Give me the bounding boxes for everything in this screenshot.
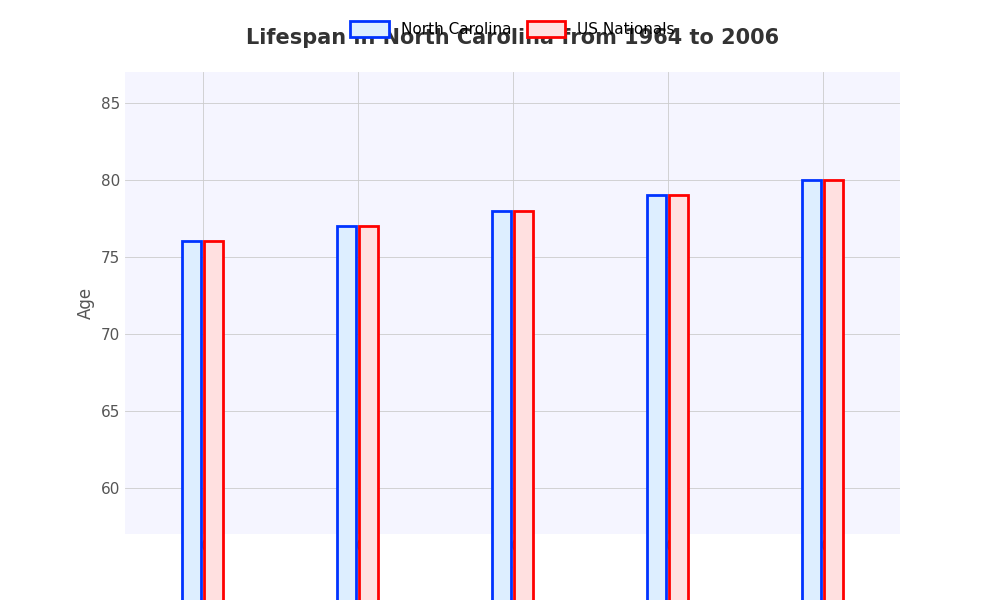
Bar (669, 195, 688, 600)
Bar (647, 195, 666, 600)
Bar (492, 211, 511, 600)
Bar (802, 180, 821, 600)
Bar (514, 211, 533, 600)
X-axis label: Year: Year (495, 559, 530, 577)
Y-axis label: Age: Age (77, 287, 95, 319)
Bar (824, 180, 843, 600)
Bar (337, 226, 356, 600)
Bar (359, 226, 378, 600)
Legend: North Carolina, US Nationals: North Carolina, US Nationals (344, 15, 681, 43)
Bar (204, 241, 223, 600)
Title: Lifespan in North Carolina from 1964 to 2006: Lifespan in North Carolina from 1964 to … (246, 28, 779, 48)
Bar (182, 241, 201, 600)
